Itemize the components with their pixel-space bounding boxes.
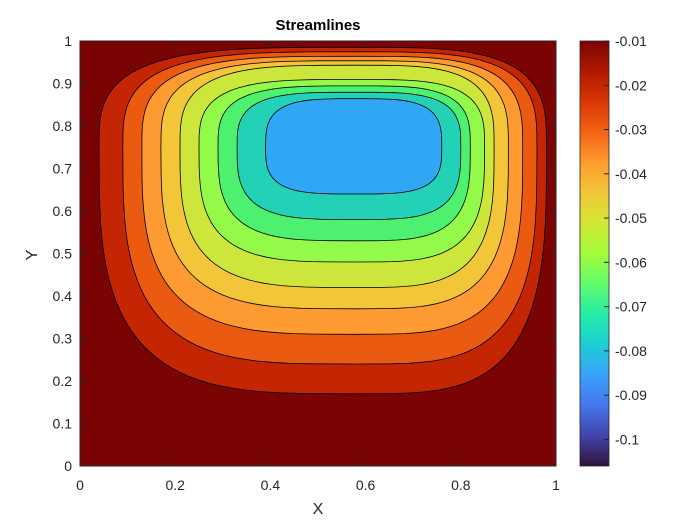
y-tick-label: 0.2 <box>53 373 73 389</box>
y-tick-label: 0.7 <box>53 161 73 177</box>
x-tick-label: 0.8 <box>451 477 471 493</box>
y-tick-label: 0 <box>64 458 72 474</box>
y-axis: 0 0.1 0.2 0.3 0.4 0.5 0.6 0.7 0.8 0.9 1 <box>53 33 556 474</box>
colorbar-tick-label: -0.07 <box>615 299 647 315</box>
colorbar-tick-label: -0.04 <box>615 166 647 182</box>
colorbar-tick-label: -0.05 <box>615 210 647 226</box>
chart-title: Streamlines <box>275 17 360 34</box>
colorbar-tick-label: -0.08 <box>615 343 647 359</box>
x-tick-label: 0.6 <box>356 477 376 493</box>
y-tick-label: 0.8 <box>53 118 73 134</box>
x-tick-label: 0 <box>76 477 84 493</box>
colorbar-tick-label: -0.1 <box>615 431 639 447</box>
colorbar <box>579 40 610 467</box>
y-tick-label: 0.1 <box>53 416 73 432</box>
x-tick-label: 1 <box>552 477 560 493</box>
x-axis: 0 0.2 0.4 0.6 0.8 1 <box>76 41 560 493</box>
y-tick-label: 0.4 <box>53 288 73 304</box>
y-axis-label: Y <box>24 249 41 260</box>
colorbar-tick-label: -0.09 <box>615 387 647 403</box>
colorbar-tick-label: -0.01 <box>615 33 647 49</box>
x-axis-label: X <box>313 501 324 518</box>
y-tick-label: 0.9 <box>53 76 73 92</box>
colorbar-tick-label: -0.03 <box>615 122 647 138</box>
y-tick-label: 1 <box>64 33 72 49</box>
y-tick-label: 0.5 <box>53 246 73 262</box>
y-tick-label: 0.3 <box>53 331 73 347</box>
contour-level <box>265 98 443 195</box>
colorbar-ticks: -0.01 -0.02 -0.03 -0.04 -0.05 -0.06 -0.07 -0.08… <box>604 33 647 447</box>
contour-bands <box>98 46 547 395</box>
x-tick-label: 0.2 <box>165 477 185 493</box>
colorbar-tick-label: -0.02 <box>615 77 647 93</box>
y-tick-label: 0.6 <box>53 203 73 219</box>
colorbar-tick-label: -0.06 <box>615 254 647 270</box>
x-tick-label: 0.4 <box>261 477 281 493</box>
